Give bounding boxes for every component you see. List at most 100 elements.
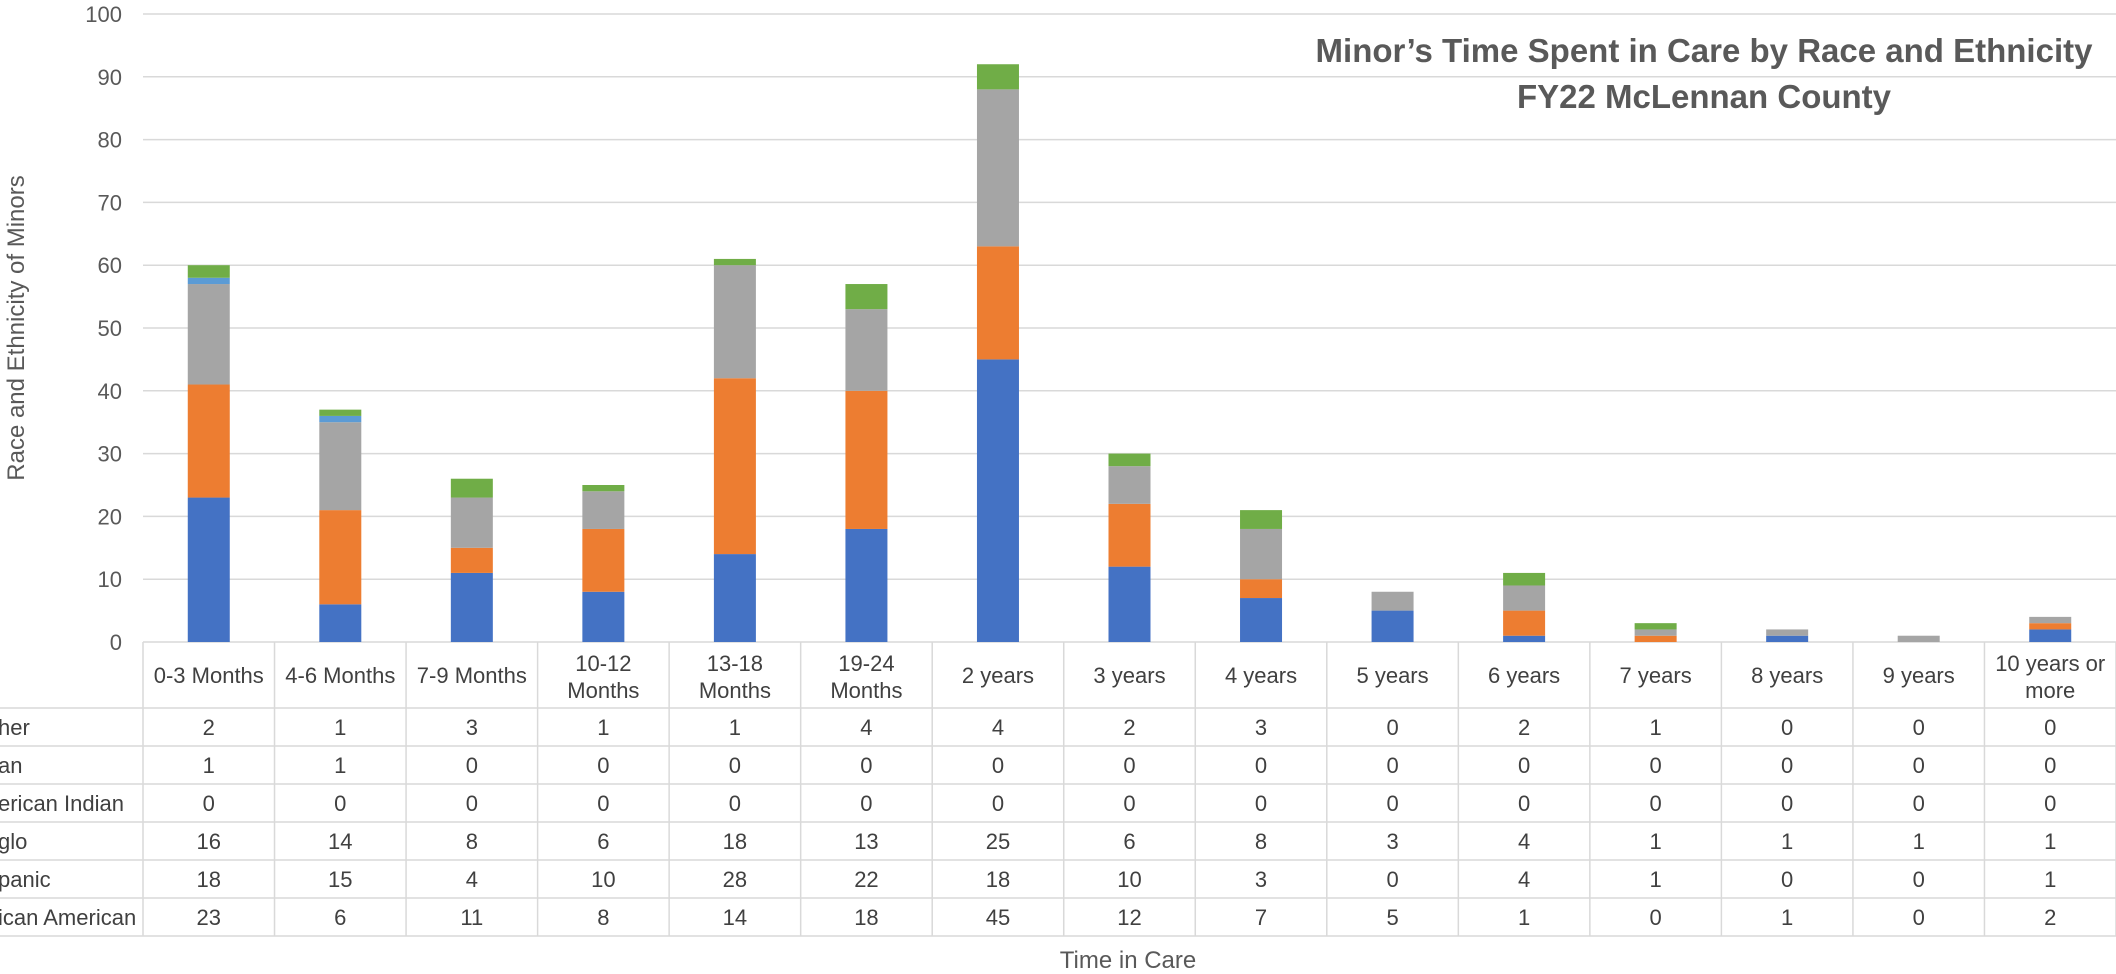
table-cell-value: 0 [992,753,1004,778]
table-cell-value: 0 [1123,791,1135,816]
table-row-label: panic [0,867,51,892]
bar-segment [976,89,1019,247]
bar-segment [713,554,756,642]
category-label: Months [830,678,902,703]
y-tick-label: 100 [85,2,122,27]
table-cell-value: 0 [1255,753,1267,778]
table-cell-value: 0 [1255,791,1267,816]
table-row-label: ican American [0,905,136,930]
category-label: 9 years [1883,663,1955,688]
x-axis-label: Time in Care [1060,947,1196,974]
table-cell-value: 10 [591,867,615,892]
bar-segment [1240,598,1283,642]
y-tick-label: 80 [98,128,122,153]
table-cell-value: 4 [992,715,1004,740]
table-cell-value: 0 [2044,715,2056,740]
bar-segment [450,547,493,573]
table-cell-value: 2 [1123,715,1135,740]
table-cell-value: 0 [1386,867,1398,892]
bar-segment [1371,591,1414,611]
table-cell-value: 18 [197,867,221,892]
bar-segment [845,284,888,310]
bar-segment [1503,585,1546,611]
table-cell-value: 4 [860,715,872,740]
category-label: 7-9 Months [417,663,527,688]
table-cell-value: 6 [597,829,609,854]
table-cell-value: 0 [729,791,741,816]
table-cell-value: 1 [203,753,215,778]
bar-segment [187,277,230,285]
category-label: 10-12 [575,651,631,676]
table-cell-value: 45 [986,905,1010,930]
bar-segment [1240,528,1283,580]
table-cell-value: 10 [1117,867,1141,892]
table-cell-value: 0 [1123,753,1135,778]
table-cell-value: 28 [723,867,747,892]
category-label: 6 years [1488,663,1560,688]
bar-segment [1634,629,1677,636]
table-row-label: her [0,715,30,740]
table-cell-value: 3 [466,715,478,740]
table-cell-value: 4 [1518,867,1530,892]
chart-title: Minor’s Time Spent in Care by Race and E… [1316,32,2094,69]
table-cell-value: 0 [1781,867,1793,892]
table-cell-value: 16 [197,829,221,854]
table-cell-value: 0 [597,791,609,816]
table-cell-value: 14 [723,905,747,930]
y-tick-label: 60 [98,253,122,278]
category-label: Months [567,678,639,703]
table-cell-value: 12 [1117,905,1141,930]
bar-segment [713,265,756,379]
table-cell-value: 2 [2044,905,2056,930]
table-cell-value: 0 [1518,791,1530,816]
bar-segment [450,572,493,642]
table-cell-value: 4 [1518,829,1530,854]
table-cell-value: 3 [1255,715,1267,740]
table-row-label: an [0,753,22,778]
table-cell-value: 0 [860,753,872,778]
bar-segment [187,284,230,385]
table-cell-value: 8 [597,905,609,930]
table-cell-value: 0 [2044,753,2056,778]
table-cell-value: 0 [729,753,741,778]
table-cell-value: 1 [1781,829,1793,854]
y-tick-label: 90 [98,65,122,90]
bar-segment [450,497,493,548]
y-tick-label: 0 [110,630,122,655]
table-cell-value: 1 [2044,867,2056,892]
bar-segment [582,491,625,529]
bar-segment [1108,466,1151,504]
table-cell-value: 0 [1518,753,1530,778]
bar-segment [1634,623,1677,630]
y-tick-label: 30 [98,442,122,467]
bar-segment [1766,629,1809,636]
bar-segment [713,378,756,555]
y-tick-label: 10 [98,567,122,592]
table-cell-value: 0 [203,791,215,816]
table-cell-value: 25 [986,829,1010,854]
bar-segment [845,309,888,391]
table-cell-value: 6 [1123,829,1135,854]
bar-segment [582,528,625,592]
category-label: more [2025,678,2075,703]
bar-segment [319,510,362,605]
table-cell-value: 1 [1650,715,1662,740]
bar-segment [319,409,362,416]
table-cell-value: 14 [328,829,352,854]
table-cell-value: 1 [1913,829,1925,854]
y-axis-label: Race and Ethnicity of Minors [3,175,30,480]
category-label: 0-3 Months [154,663,264,688]
table-cell-value: 4 [466,867,478,892]
table-cell-value: 7 [1255,905,1267,930]
y-tick-label: 40 [98,379,122,404]
bar-segment [319,604,362,642]
table-cell-value: 5 [1386,905,1398,930]
bar-segment [1240,579,1283,599]
table-cell-value: 1 [334,753,346,778]
category-label: 2 years [962,663,1034,688]
table-row-label: erican Indian [0,791,124,816]
table-cell-value: 8 [466,829,478,854]
table-cell-value: 1 [729,715,741,740]
bar-segment [582,485,625,492]
